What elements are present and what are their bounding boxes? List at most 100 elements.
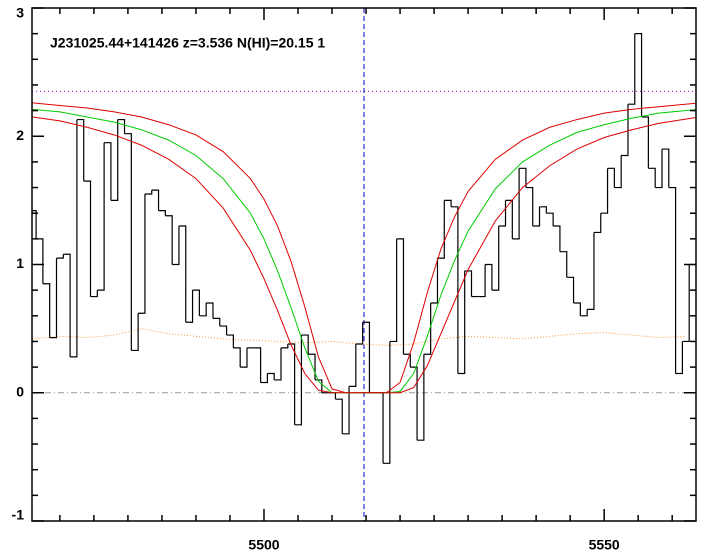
model-line [32,116,696,394]
spectrum-step [485,263,493,291]
chart-title: J231025.44+141426 z=3.536 N(HI)=20.15 1 [50,35,325,51]
spectrum-step [83,180,92,297]
spectrum-step [36,238,44,284]
spectrum-step [621,104,629,157]
spectrum-step [49,258,58,339]
spectrum-step [138,193,146,314]
spectrum-step [301,334,309,355]
spectrum-step [104,142,112,201]
spectrum-step [464,270,473,297]
spectrum-step [308,353,316,380]
model-line [32,102,696,394]
spectrum-step [553,225,561,252]
spectrum-step [655,149,663,189]
spectrum-step [349,344,357,387]
spectrum-step [212,317,221,327]
spectrum-step [158,210,166,216]
plot-area [32,8,696,521]
spectrum-step [566,276,575,303]
spectrum-step [178,225,187,323]
spectrum-step [110,119,119,201]
spectrum-step [559,251,568,278]
spectrum-step [56,254,64,259]
spectrum-step [383,341,391,464]
spectrum-step [185,290,194,323]
spectrum-step [63,253,71,357]
y-tick-label: 3 [16,5,24,21]
spectrum-step [593,213,602,234]
spectrum-step [430,258,439,304]
spectrum-step [587,232,595,310]
spectrum-step [281,344,289,349]
spectrum-step [491,226,500,291]
spectrum-step [199,302,207,317]
spectrum-step [335,398,343,434]
spectrum-step [580,309,588,317]
spectrum-step [131,313,139,352]
error-line [32,328,686,346]
spectrum-step [90,290,98,298]
spectrum-step [165,215,173,265]
spectrum-step [573,302,581,316]
spectrum-step [253,347,262,383]
spectrum-step [675,341,683,375]
spectrum-step [512,168,520,240]
spectrum-step [396,238,405,355]
spectrum-step [519,167,527,188]
spectrum-step [172,226,180,266]
spectrum-step [634,33,643,118]
spectrum-step [267,372,275,380]
spectrum-step [294,335,303,426]
spectrum-step [410,366,418,441]
y-tick-label: 0 [16,383,24,399]
spectrum-step [417,354,425,441]
spectrum-step [451,206,459,374]
spectrum-step [287,343,296,425]
spectrum-step [240,347,248,368]
spectrum-step [260,373,268,384]
spectrum-step [668,186,677,374]
spectrum-step [648,167,656,188]
spectrum-step [627,33,636,105]
spectrum-step [124,133,132,351]
spectrum-step [546,212,554,227]
y-tick-label: 1 [16,255,24,271]
spectrum-step [328,392,337,400]
spectrum-step [192,289,200,316]
x-tick-label: 5500 [248,537,279,553]
spectrum-step [376,392,384,464]
spectrum-step [219,325,228,336]
spectrum-step [226,334,234,348]
spectrum-step [600,168,609,214]
spectrum-step [117,118,126,134]
spectrum-step [641,116,649,169]
spectrum-step [355,322,364,345]
spectrum-step [614,155,622,189]
spectrum-step [457,270,466,375]
spectrum-step [661,148,670,188]
spectrum-step [70,119,78,358]
spectrum-step [233,347,241,368]
spectrum-step [206,302,214,319]
spectrum-step [532,206,541,227]
spectrum-step [274,347,282,381]
spectrum-step [607,167,615,188]
spectrum-step [42,283,51,338]
spectrum-step [32,210,37,239]
spectrum-step [389,238,398,343]
spectrum-step [144,190,153,195]
spectrum-step [403,353,411,368]
spectrum-step [444,199,452,207]
spectrum-step [539,206,547,214]
y-tick-label: -1 [12,507,25,523]
spectrum-step [525,186,534,227]
spectrum-step [478,264,486,298]
spectrum-step [362,321,371,393]
spectrum-step [342,386,350,435]
spectrum-step [505,199,513,239]
spectrum-step [682,264,690,343]
x-tick-label: 5550 [589,537,620,553]
spectrum-step [97,142,105,291]
spectrum-step [437,200,445,259]
